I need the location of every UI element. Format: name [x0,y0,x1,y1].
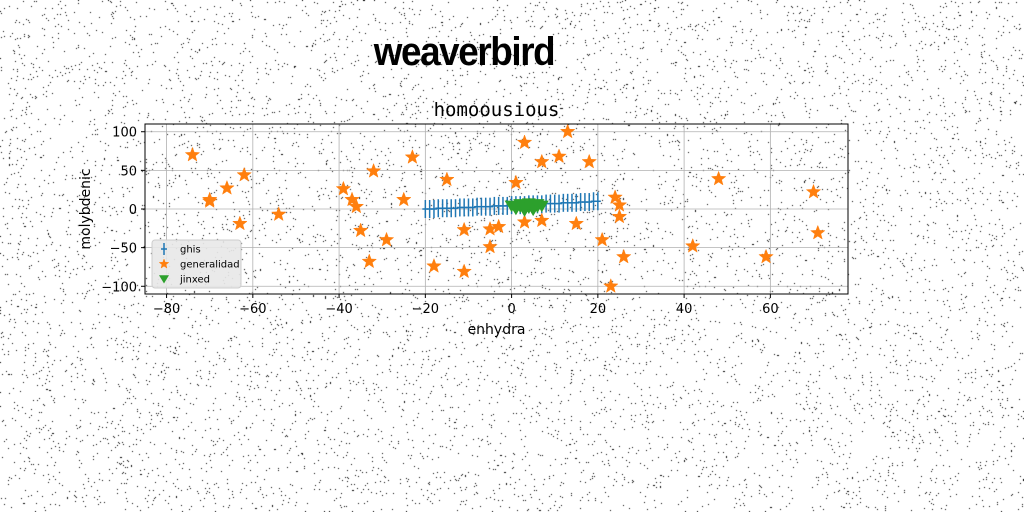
ghis-point [452,199,459,218]
generalidad-point [490,218,507,234]
y-tick-label: 0 [129,203,137,218]
generalidad-point [508,174,524,190]
generalidad-point [607,189,623,205]
legend-ghis-label: ghis [180,245,201,256]
legend-box [151,239,242,289]
generalidad-point [482,238,498,254]
generalidad-point [365,162,382,178]
generalidad-point [516,213,533,229]
chart-title: homoousious [434,99,560,121]
ghis-point [556,194,563,213]
x-tick-label: −80 [153,302,180,317]
x-tick-label: 0 [507,302,515,317]
y-tick-label: 50 [120,164,137,179]
x-tick-label: −20 [412,302,439,317]
legend-jinxed-label: jinxed [179,275,210,286]
y-tick-label: −100 [101,280,137,295]
generalidad-point [533,153,550,169]
generalidad-point [201,191,218,207]
y-axis-label: molybdenic [78,168,94,249]
jinxed-point [530,199,545,211]
generalidad-point [456,263,472,279]
series-generalidad [184,123,826,293]
generalidad-point [615,248,632,264]
generalidad-point [516,134,533,150]
generalidad-point [344,191,360,207]
generalidad-point [352,222,369,238]
generalidad-point [361,253,378,269]
generalidad-point [805,183,822,199]
generalidad-point [232,215,248,231]
generalidad-point [684,237,701,253]
grid [145,124,848,294]
legend-generalidad-label: generalidad [180,260,240,271]
generalidad-point [404,149,421,164]
x-tick-label: 60 [762,302,779,317]
legend: ghis generalidad jinxed [151,239,242,289]
legend-generalidad-marker [158,258,170,269]
generalidad-point [184,146,201,162]
generalidad-point [456,221,472,237]
ghis-point [573,193,580,212]
series-jinxed [504,198,549,217]
ghis-point [586,193,593,212]
generalidad-point [559,123,576,139]
y-tick-label: −50 [110,242,137,257]
generalidad-point [533,212,550,228]
generalidad-point [348,198,365,214]
ghis-point [430,200,437,218]
generalidad-point [602,278,619,293]
ghis-point [594,192,601,211]
generalidad-point [810,224,826,240]
generalidad-point [439,171,455,187]
generalidad-point [551,148,567,164]
generalidad-point [568,215,585,231]
plot-marks [184,123,826,293]
generalidad-point [236,166,253,182]
legend-ghis-marker [161,243,167,255]
generalidad-point [270,206,287,222]
generalidad-point [482,220,498,236]
jinxed-point [517,202,532,215]
generalidad-point [581,153,598,169]
generalidad-point [395,191,412,207]
y-tick-label: 100 [112,126,137,141]
x-tick-label: 40 [676,302,693,317]
axis-ticks: −80 −60 −40 −20 0 20 40 60 −100 −50 0 50 100 [101,126,778,317]
x-tick-label: 20 [590,302,607,317]
figure-title: weaverbird [373,30,556,74]
generalidad-point [594,231,610,247]
generalidad-point [378,231,395,247]
generalidad-point [611,208,628,224]
generalidad-point [335,180,352,196]
ghis-point [487,197,494,216]
x-axis-label: enhydra [468,322,526,338]
generalidad-point [710,170,727,186]
generalidad-point [611,196,628,212]
generalidad-point [426,257,442,273]
legend-jinxed-marker [159,275,169,284]
x-tick-label: −60 [239,302,266,317]
x-tick-label: −40 [325,302,352,317]
generalidad-point [758,248,774,264]
generalidad-point [219,179,235,195]
ghis-point [469,198,476,217]
